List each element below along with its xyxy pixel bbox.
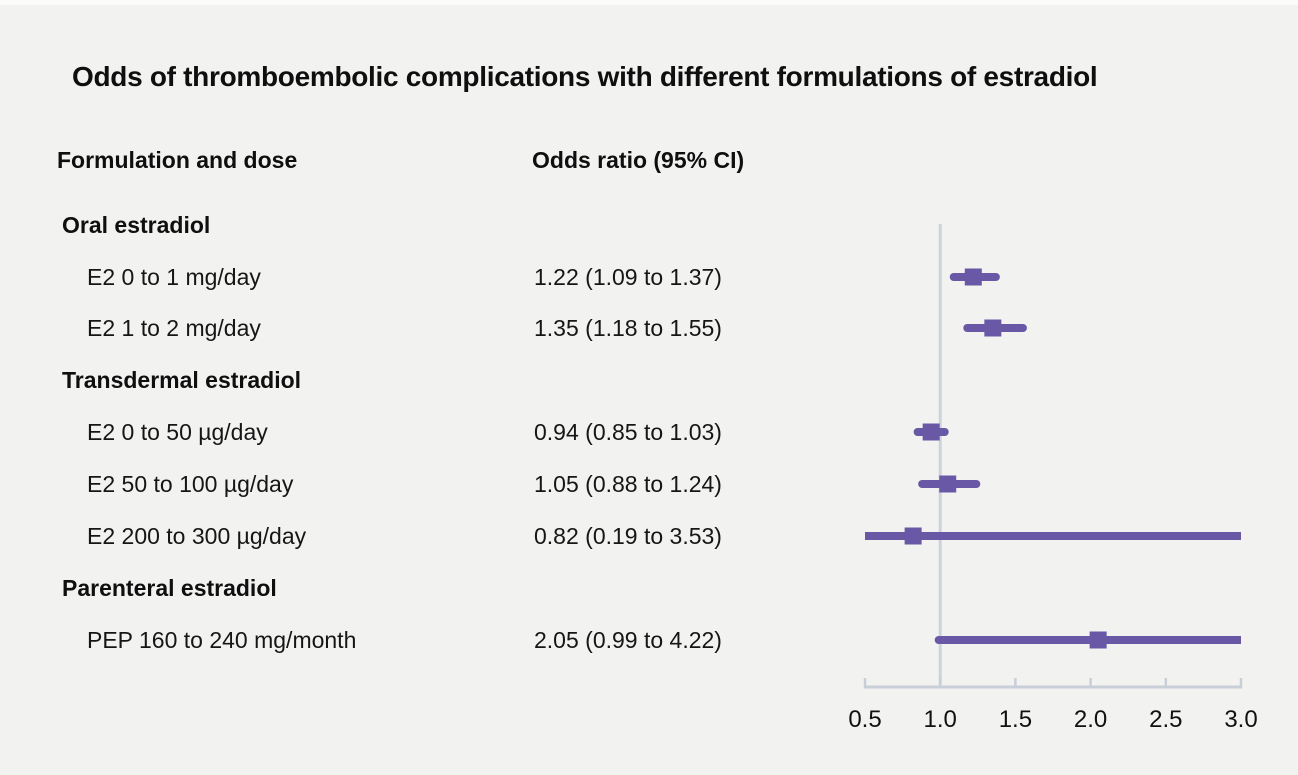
ci-cap-low [918, 480, 927, 488]
row-e2-0-1-mg: E2 0 to 1 mg/day 1.22 (1.09 to 1.37) [0, 264, 1298, 290]
or-marker [939, 475, 957, 493]
odds-ratio-value: 1.35 (1.18 to 1.55) [534, 315, 722, 341]
row-label: E2 50 to 100 µg/day [87, 471, 294, 497]
row-group-transdermal-estradiol: Transdermal estradiol [0, 367, 1298, 393]
group-label: Oral estradiol [62, 212, 211, 238]
row-label: E2 1 to 2 mg/day [87, 315, 261, 341]
or-marker [964, 268, 982, 286]
row-e2-0-50-ug: E2 0 to 50 µg/day 0.94 (0.85 to 1.03) [0, 419, 1298, 445]
row-label: E2 200 to 300 µg/day [87, 523, 307, 549]
row-e2-50-100-ug: E2 50 to 100 µg/day 1.05 (0.88 to 1.24) [0, 471, 1298, 497]
row-group-parenteral-estradiol: Parenteral estradiol [0, 575, 1298, 601]
odds-ratio-value: 1.05 (0.88 to 1.24) [534, 471, 722, 497]
x-axis-tick-label: 0.5 [848, 706, 881, 733]
ci-cap-high [1018, 324, 1027, 332]
or-marker [922, 423, 940, 441]
x-axis-tick-label: 2.5 [1149, 706, 1182, 733]
odds-ratio-value: 1.22 (1.09 to 1.37) [534, 264, 722, 290]
ci-cap-low [963, 324, 972, 332]
ci-cap-low [913, 428, 922, 436]
ci-cap-high [991, 273, 1000, 281]
row-label: E2 0 to 50 µg/day [87, 419, 268, 445]
odds-ratio-value: 0.94 (0.85 to 1.03) [534, 419, 722, 445]
row-label: PEP 160 to 240 mg/month [87, 627, 357, 653]
row-group-oral-estradiol: Oral estradiol [0, 212, 1298, 238]
ci-cap-high [940, 428, 949, 436]
x-axis-tick-label: 1.5 [999, 706, 1032, 733]
ci-cap-low [934, 636, 943, 644]
column-header-odds-ratio: Odds ratio (95% CI) [532, 147, 745, 173]
row-pep-160-240-mg: PEP 160 to 240 mg/month 2.05 (0.99 to 4.… [0, 627, 1298, 653]
ci-cap-high [972, 480, 981, 488]
odds-ratio-value: 0.82 (0.19 to 3.53) [534, 523, 722, 549]
x-axis-tick-label: 3.0 [1224, 706, 1257, 733]
group-label: Parenteral estradiol [62, 575, 277, 601]
row-e2-1-2-mg: E2 1 to 2 mg/day 1.35 (1.18 to 1.55) [0, 315, 1298, 341]
x-axis-tick-label: 2.0 [1074, 706, 1107, 733]
row-label: E2 0 to 1 mg/day [87, 264, 261, 290]
group-label: Transdermal estradiol [62, 367, 302, 393]
x-axis-tick-label: 1.0 [924, 706, 957, 733]
column-header-formulation: Formulation and dose [57, 147, 298, 173]
or-marker [1089, 631, 1107, 649]
figure-title: Odds of thromboembolic complications wit… [72, 61, 1098, 92]
ci-cap-low [949, 273, 958, 281]
top-strip [0, 0, 1298, 5]
odds-ratio-value: 2.05 (0.99 to 4.22) [534, 627, 722, 653]
or-marker [984, 319, 1002, 337]
row-e2-200-300-ug: E2 200 to 300 µg/day 0.82 (0.19 to 3.53) [0, 523, 1298, 549]
or-marker [904, 527, 922, 545]
